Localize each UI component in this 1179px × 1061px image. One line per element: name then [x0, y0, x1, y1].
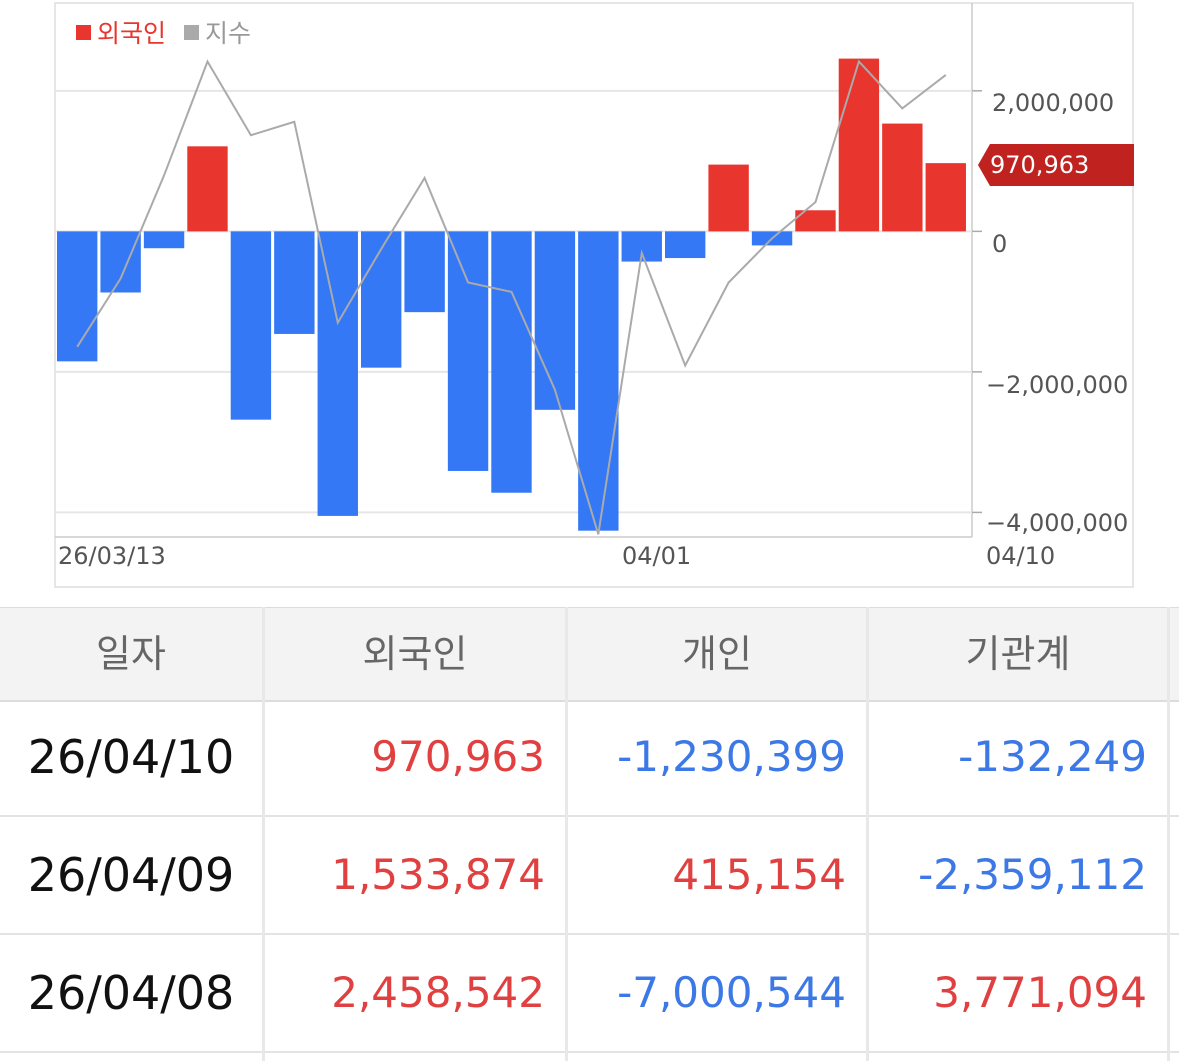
foreign-net-bar [925, 163, 966, 232]
foreign-net-bar [578, 231, 619, 531]
legend-swatch-foreign [76, 24, 91, 40]
x-tick-label: 04/10 [986, 542, 1056, 570]
foreign-net-bar [57, 231, 98, 362]
column-divider [1167, 607, 1170, 1061]
y-tick-label: −2,000,000 [986, 371, 1129, 399]
x-tick-label: 26/03/13 [58, 542, 166, 570]
foreign-net-bar [143, 231, 185, 249]
foreign-net-bar [230, 231, 272, 420]
x-tick-label: 04/01 [622, 542, 692, 570]
foreign-net-bar [491, 231, 532, 493]
row-foreign: 1,533,874 [331, 850, 545, 899]
row-individual: -7,000,544 [617, 968, 846, 1017]
column-divider [565, 607, 568, 1061]
chart-legend: 외국인 지수 [76, 16, 269, 48]
latest-value-label: 970,963 [990, 151, 1090, 179]
table-row: 26/04/10 970,963 -1,230,399 -132,249 [0, 699, 1179, 817]
investor-table: 일자 외국인 개인 기관계 26/04/10 970,963 -1,230,39… [0, 607, 1179, 1061]
row-institution: -2,359,112 [918, 850, 1147, 899]
latest-value-tag-shape [978, 144, 1134, 186]
foreign-net-bar [361, 231, 402, 368]
header-foreign: 외국인 [362, 632, 468, 676]
foreign-net-bar [665, 231, 706, 259]
header-institution: 기관계 [965, 632, 1071, 676]
y-tick-label: −4,000,000 [986, 509, 1129, 537]
foreign-net-bar [404, 231, 445, 313]
foreign-net-bar [317, 231, 358, 516]
row-individual: -1,230,399 [617, 732, 846, 781]
table-row: 26/04/09 1,533,874 415,154 -2,359,112 [0, 817, 1179, 935]
row-date: 26/04/09 [27, 848, 235, 902]
column-divider [866, 607, 869, 1061]
chart-frame [54, 2, 1134, 588]
row-institution: -132,249 [958, 732, 1147, 781]
index-line [76, 59, 947, 535]
chart-canvas [54, 2, 1134, 588]
legend-swatch-index [184, 24, 200, 40]
foreign-net-bar [882, 123, 923, 232]
row-date: 26/04/10 [27, 730, 235, 784]
foreign-net-bar [795, 210, 836, 232]
header-date: 일자 [96, 632, 166, 676]
foreign-net-bar [187, 146, 228, 232]
legend-label-index: 지수 [205, 19, 252, 48]
latest-value-tag: 970,963 [978, 144, 1134, 186]
foreign-net-bar [274, 231, 315, 334]
table-header: 일자 외국인 개인 기관계 [0, 607, 1179, 702]
foreign-net-bar [838, 58, 880, 232]
row-foreign: 970,963 [371, 732, 545, 781]
row-individual: 415,154 [672, 850, 846, 899]
foreign-net-bar [534, 231, 576, 410]
investor-chart: 외국인 지수 2,000,000 0 −2,000,000 −4,000,000… [54, 2, 1134, 588]
y-tick-label: 0 [992, 230, 1008, 258]
legend-item-foreign: 외국인 [76, 14, 166, 50]
legend-label-foreign: 외국인 [97, 19, 167, 48]
row-foreign: 2,458,542 [331, 968, 545, 1017]
foreign-net-bar [708, 164, 749, 232]
table-row: 26/04/08 2,458,542 -7,000,544 3,771,094 [0, 935, 1179, 1053]
foreign-net-bar [447, 231, 489, 471]
row-institution: 3,771,094 [933, 968, 1147, 1017]
foreign-net-bar [100, 231, 141, 293]
y-tick-label: 2,000,000 [992, 89, 1115, 117]
row-date: 26/04/08 [27, 966, 235, 1020]
legend-item-index: 지수 [184, 14, 251, 50]
header-individual: 개인 [682, 632, 752, 676]
column-divider [262, 607, 265, 1061]
